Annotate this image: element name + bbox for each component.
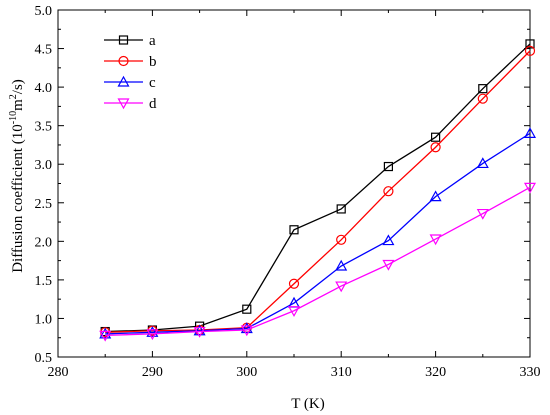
y-tick-label: 1.0: [35, 312, 53, 327]
series-d-line: [105, 186, 531, 337]
legend-item-d: d: [104, 96, 157, 112]
x-tick-label: 290: [142, 365, 163, 380]
series-c-point: [382, 234, 395, 246]
legend-marker: [117, 75, 130, 87]
series-b-point: [430, 142, 441, 153]
x-tick-label: 320: [425, 365, 446, 380]
series-b-point: [383, 186, 394, 197]
y-tick-label: 3.5: [35, 120, 53, 135]
series-d-point: [523, 182, 537, 194]
legend-marker: [118, 35, 129, 45]
series-d-point: [99, 330, 112, 342]
series-a-point: [289, 225, 299, 235]
series-d-point: [382, 259, 395, 271]
series-a-line: [105, 43, 531, 333]
y-axis-title-mid: m: [10, 99, 26, 111]
series-c-point: [476, 157, 489, 169]
series-b: [100, 45, 536, 338]
series-a-point: [525, 39, 535, 49]
series-b-point: [524, 45, 536, 56]
series-b-point: [336, 234, 347, 245]
y-tick-label: 0.5: [35, 351, 53, 366]
y-tick-label: 4.0: [35, 81, 53, 96]
series-c-point: [240, 322, 253, 334]
y-axis-title-prefix: Diffusion coefficient (10: [10, 124, 26, 273]
x-tick-label: 310: [331, 365, 352, 380]
series-d-point: [287, 306, 301, 317]
x-axis-title: T (K): [291, 396, 324, 412]
series-a-point: [383, 161, 393, 172]
y-tick-label: 1.5: [35, 274, 53, 289]
series-b-point: [288, 278, 300, 289]
series-c-point: [429, 190, 442, 202]
series-d-point: [193, 326, 206, 338]
x-tick-label: 280: [48, 365, 69, 380]
series-a-point: [242, 304, 252, 314]
y-tick-label: 3.0: [35, 158, 53, 173]
legend-label: d: [149, 96, 157, 112]
series-d-point: [146, 329, 159, 341]
y-axis-title: Diffusion coefficient (10-10m2/s): [8, 79, 26, 273]
series-c-point: [99, 327, 112, 339]
legend-item-c: c: [104, 75, 156, 91]
legend-marker: [117, 98, 130, 110]
y-axis-title-exp1: -10: [8, 111, 19, 124]
y-tick-label: 2.0: [35, 235, 53, 250]
series-c: [99, 127, 537, 339]
series-c-line: [105, 132, 531, 335]
y-axis-title-exp2: 2: [8, 94, 19, 99]
series-d: [99, 182, 537, 342]
series-a-point: [431, 132, 441, 142]
x-tick-label: 300: [236, 365, 257, 380]
series-c-point: [335, 259, 348, 271]
legend-label: b: [149, 54, 157, 70]
y-tick-label: 2.5: [35, 197, 53, 212]
legend-label: c: [149, 75, 156, 91]
series-a-point: [336, 204, 346, 214]
legend-item-a: a: [104, 33, 156, 49]
series-d-point: [240, 325, 253, 337]
series-b-line: [105, 50, 531, 333]
legend-marker: [118, 55, 129, 67]
series-d-point: [429, 234, 442, 246]
legend-item-b: b: [104, 54, 157, 70]
series-d-point: [335, 281, 348, 293]
plot-frame: [57, 9, 531, 358]
series-d-point: [476, 208, 489, 220]
y-axis-title-suffix: /s): [10, 79, 26, 94]
x-tick-label: 330: [520, 365, 541, 380]
series-c-point: [146, 326, 159, 337]
series-a: [100, 39, 535, 337]
series-a-point: [478, 84, 488, 94]
y-tick-label: 4.5: [35, 43, 53, 58]
series-c-point: [193, 324, 206, 336]
series-c-point: [523, 127, 537, 138]
series-b-point: [477, 93, 488, 104]
legend-label: a: [149, 33, 156, 49]
y-tick-label: 5.0: [35, 4, 53, 19]
